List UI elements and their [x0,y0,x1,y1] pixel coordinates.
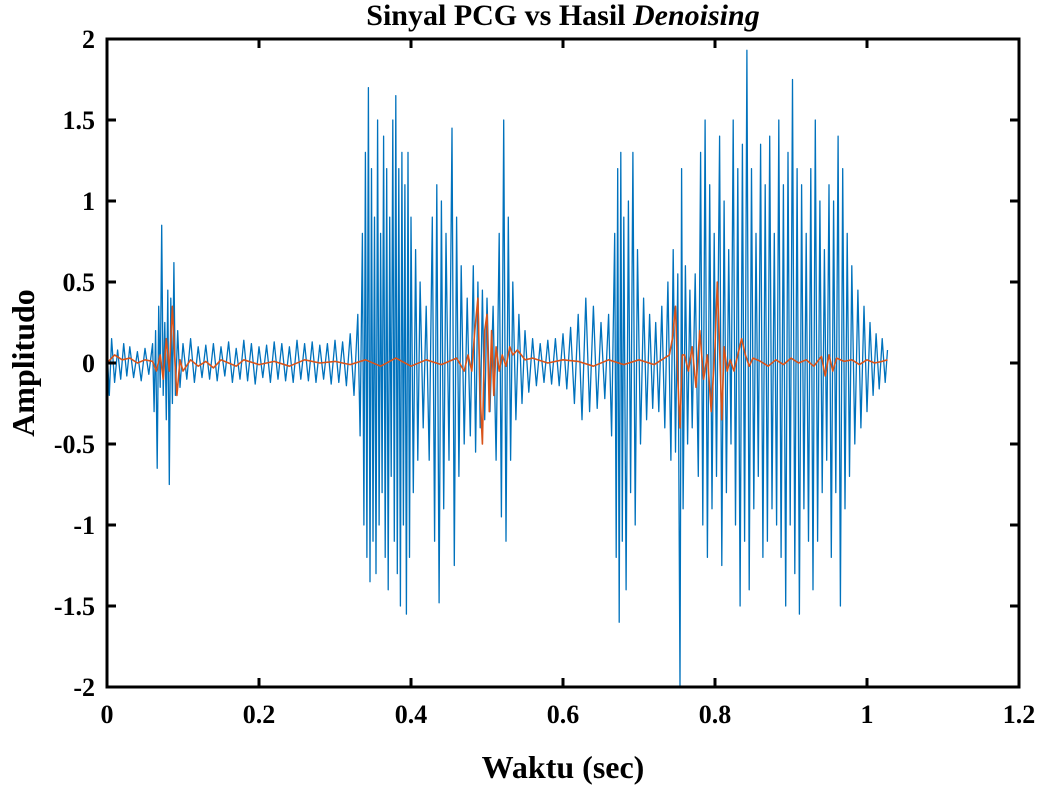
x-tick-label: 0.8 [699,700,732,729]
x-tick-label: 0 [101,700,114,729]
y-tick-label: -1 [73,511,95,540]
y-tick-label: -0.5 [54,430,95,459]
x-tick-label: 0.6 [547,700,580,729]
series-layer [107,49,889,687]
x-tick-label: 1.2 [1003,700,1036,729]
x-axis-label: Waktu (sec) [482,749,645,785]
y-tick-label: 0.5 [63,268,96,297]
y-tick-label: 0 [82,349,95,378]
x-tick-label: 1 [861,700,874,729]
x-axis: 0 0.2 0.4 0.6 0.8 1 1.2 [101,39,1036,729]
y-tick-label: 1 [82,187,95,216]
y-tick-label: 1.5 [63,106,96,135]
y-tick-label: 2 [82,25,95,54]
series-line-pcg [107,49,889,687]
x-tick-label: 0.2 [243,700,276,729]
y-axis-label: Amplitudo [5,289,41,437]
y-tick-label: -1.5 [54,592,95,621]
chart-title: Sinyal PCG vs Hasil Denoising [366,0,759,32]
y-axis: 2 1.5 1 0.5 0 -0.5 -1 -1.5 -2 [54,25,1019,702]
series-line-denoised [107,281,888,445]
y-tick-label: -2 [73,673,95,702]
plot-frame [105,37,1021,689]
x-tick-label: 0.4 [395,700,428,729]
